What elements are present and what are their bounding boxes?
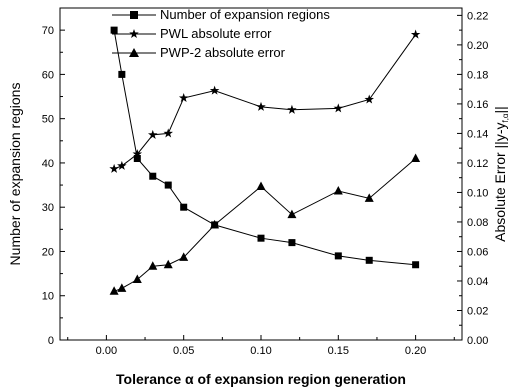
data-point-square xyxy=(180,203,188,211)
data-point-square xyxy=(334,252,342,260)
data-point-star xyxy=(364,94,374,104)
data-point-star xyxy=(410,29,421,39)
legend-label-regions: Number of expansion regions xyxy=(160,7,330,22)
legend-entry-pwp2: PWP-2 absolute error xyxy=(112,45,286,60)
y-right-tick-label: 0.00 xyxy=(467,335,488,347)
data-point-star xyxy=(209,85,220,95)
data-point-square xyxy=(288,239,296,247)
data-point-star xyxy=(132,149,143,159)
data-point-triangle xyxy=(287,209,297,219)
x-axis-ticks: 0.00 0.05 0.10 0.15 0.20 xyxy=(67,335,455,357)
y-right-tick-label: 0.14 xyxy=(467,128,488,140)
y-right-axis-title: Absolute Error ||y-yf,α|| xyxy=(492,106,510,242)
y-left-axis-title: Number of expansion regions xyxy=(7,83,23,266)
series-line-2 xyxy=(113,158,416,292)
legend-entry-pwl: PWL absolute error xyxy=(112,26,272,41)
data-point-square xyxy=(133,155,141,163)
y-left-tick-label: 0 xyxy=(48,335,54,347)
data-point-triangle xyxy=(148,261,158,270)
series-line-0 xyxy=(113,30,416,266)
x-tick-label: 0.10 xyxy=(250,345,271,357)
x-tick-label: 0.20 xyxy=(405,345,426,357)
legend-triangle-icon xyxy=(129,48,139,57)
data-point-triangle xyxy=(210,219,220,229)
data-point-triangle xyxy=(333,185,343,195)
data-point-star xyxy=(109,163,119,173)
series-line-1 xyxy=(113,34,417,170)
y-left-tick-label: 50 xyxy=(42,114,54,126)
y-left-tick-label: 40 xyxy=(42,158,54,170)
data-point-triangle xyxy=(179,252,189,261)
y-left-tick-label: 10 xyxy=(42,291,54,303)
y-left-tick-label: 60 xyxy=(42,69,54,81)
data-point-star xyxy=(163,128,173,138)
data-point-star xyxy=(148,129,158,139)
x-tick-label: 0.00 xyxy=(96,345,117,357)
y-right-tick-label: 0.04 xyxy=(467,276,488,288)
x-tick-label: 0.15 xyxy=(328,345,349,357)
data-point-square xyxy=(110,26,118,34)
data-point-star xyxy=(333,103,344,113)
y-right-tick-label: 0.16 xyxy=(467,99,488,111)
x-tick-label: 0.05 xyxy=(173,345,194,357)
legend-star-icon xyxy=(129,29,139,39)
data-point-square xyxy=(149,172,157,180)
legend-label-pwl: PWL absolute error xyxy=(160,26,272,41)
y-right-tick-label: 0.02 xyxy=(467,305,488,317)
data-point-triangle xyxy=(364,193,374,202)
y-left-tick-label: 70 xyxy=(42,25,54,37)
y-right-tick-label: 0.20 xyxy=(467,40,488,52)
data-point-square xyxy=(164,181,172,189)
data-point-square xyxy=(412,261,420,269)
data-point-triangle xyxy=(109,286,119,295)
data-point-triangle xyxy=(117,283,127,292)
legend: Number of expansion regions PWL absolute… xyxy=(112,7,330,60)
y-left-tick-label: 20 xyxy=(42,246,54,258)
y-left-tick-label: 30 xyxy=(42,202,54,214)
data-point-triangle xyxy=(132,274,142,284)
series-layer xyxy=(109,26,421,295)
data-point-star xyxy=(256,101,266,111)
data-point-triangle xyxy=(256,181,266,191)
data-point-star xyxy=(117,160,127,170)
y-right-tick-label: 0.12 xyxy=(467,158,488,170)
x-axis-title: Tolerance α of expansion region generati… xyxy=(116,371,406,387)
data-point-square xyxy=(118,70,126,78)
y-right-tick-label: 0.08 xyxy=(467,217,488,229)
y-right-tick-label: 0.22 xyxy=(467,10,488,22)
y-right-axis-ticks: 0.00 0.02 0.04 0.06 0.08 0.10 0.12 0.14 0.16 0.18… xyxy=(457,10,488,347)
data-point-triangle xyxy=(411,153,421,163)
data-point-square xyxy=(257,234,265,242)
data-point-triangle xyxy=(163,259,173,269)
y-right-tick-label: 0.06 xyxy=(467,246,488,258)
data-point-square xyxy=(365,256,373,264)
y-left-axis-ticks: 0 10 20 30 40 50 60 70 xyxy=(42,7,65,347)
y-right-tick-label: 0.10 xyxy=(467,187,488,199)
data-point-star xyxy=(287,104,297,114)
legend-entry-regions: Number of expansion regions xyxy=(112,7,330,22)
data-point-star xyxy=(178,93,189,103)
y-right-tick-label: 0.18 xyxy=(467,69,488,81)
legend-label-pwp2: PWP-2 absolute error xyxy=(160,45,286,60)
